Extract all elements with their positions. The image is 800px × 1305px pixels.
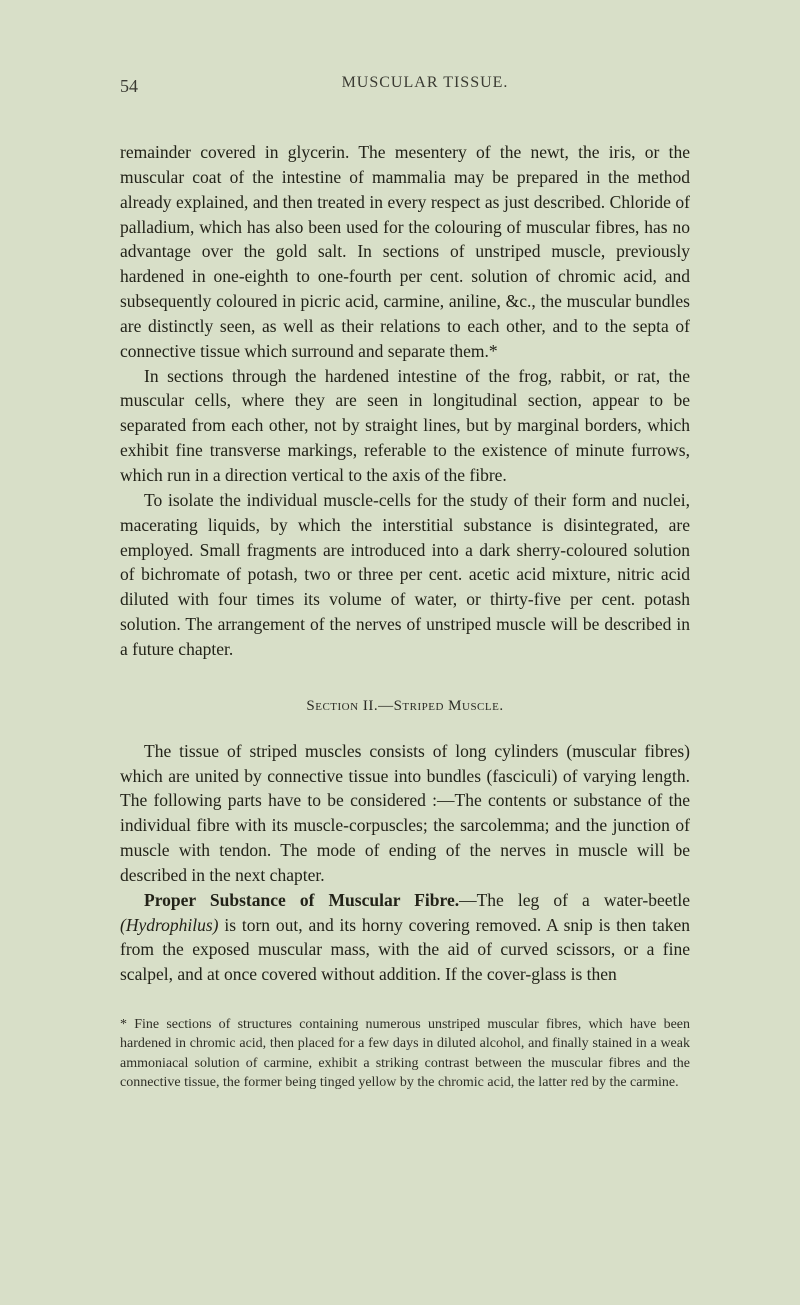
paragraph-5-body: —The leg of a water-beetle xyxy=(459,890,690,910)
running-header: MUSCULAR TISSUE. xyxy=(160,74,690,92)
page-header: 54 MUSCULAR TISSUE. xyxy=(120,74,690,92)
page-content: 54 MUSCULAR TISSUE. remainder covered in… xyxy=(0,0,800,1305)
footnote: * Fine sections of structures containing… xyxy=(120,1015,690,1092)
page-number: 54 xyxy=(120,76,138,97)
paragraph-2: In sections through the hardened intesti… xyxy=(120,364,690,488)
paragraph-1: remainder covered in glycerin. The mesen… xyxy=(120,140,690,364)
paragraph-5: Proper Substance of Muscular Fibre.—The … xyxy=(120,888,690,987)
paragraph-4: The tissue of striped muscles consists o… xyxy=(120,739,690,888)
paragraph-5-italic: (Hydrophilus) xyxy=(120,915,219,935)
paragraph-5-lead: Proper Substance of Muscular Fibre. xyxy=(144,890,459,910)
paragraph-3: To isolate the individual muscle-cells f… xyxy=(120,488,690,662)
section-heading: Section II.—Striped Muscle. xyxy=(120,698,690,715)
